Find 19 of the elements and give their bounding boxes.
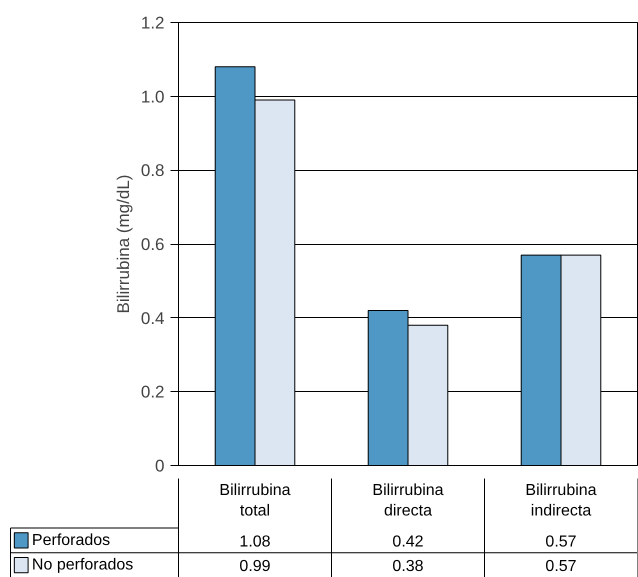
y-tick-label: 0.6	[140, 235, 165, 254]
legend-label: Perforados	[32, 532, 110, 549]
y-tick-label: 0.2	[140, 382, 165, 402]
y-axis-title: Bilirrubina (mg/dL)	[114, 174, 133, 314]
y-tick-label: 1.0	[140, 87, 165, 106]
y-tick-label: 1.2	[140, 14, 165, 32]
data-label: 0.57	[545, 533, 577, 550]
x-tick-label: Bilirrubina total	[219, 482, 291, 520]
legend-label: No perforados	[32, 556, 134, 574]
x-tick-label: Bilirrubina indirecta	[525, 482, 597, 520]
data-label: 0.99	[239, 558, 271, 576]
data-label: 1.08	[239, 533, 271, 550]
data-label: 0.57	[545, 558, 577, 576]
data-label: 0.42	[392, 533, 424, 550]
x-tick-label: Bilirrubina directa	[372, 482, 444, 520]
y-tick-label: 0	[155, 456, 165, 476]
data-label: 0.38	[392, 558, 424, 576]
y-tick-label: 0.4	[140, 308, 165, 328]
y-tick-label: 0.8	[140, 161, 165, 180]
